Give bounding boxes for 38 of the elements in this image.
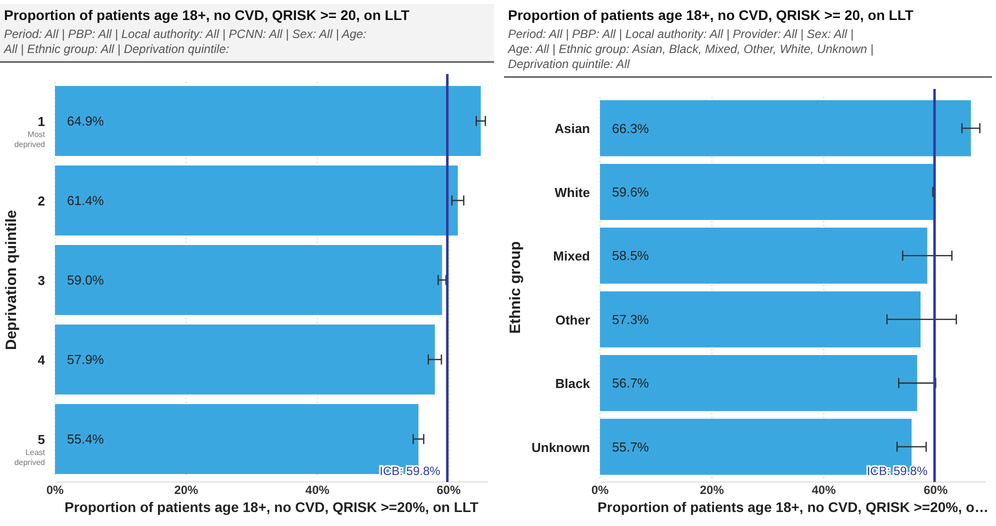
data-label: 59.0% — [67, 272, 104, 288]
y-axis-title: Ethnic group — [507, 241, 524, 334]
x-tick-label: 0% — [591, 483, 609, 497]
y-tick-label: 5 Least deprived — [14, 432, 46, 468]
y-tick-label: 4 — [38, 352, 46, 368]
data-label: 66.3% — [612, 120, 650, 136]
y-tick-label: Other — [555, 312, 590, 328]
x-axis-title: Proportion of patients age 18+, no CVD, QRISK >=20%, on LLT — [64, 499, 479, 515]
data-label: 61.4% — [67, 193, 104, 208]
data-label: 64.9% — [67, 114, 104, 129]
x-axis-title: Proportion of patients age 18+, no CVD, QRISK >=20%, o… — [598, 499, 988, 515]
y-tick-label: Asian — [554, 121, 590, 136]
chart-title: Proportion of patients age 18+, no CVD, QRISK >= 20, on LLT — [508, 7, 914, 23]
x-tick-label: 40% — [812, 483, 836, 497]
y-tick-label: White — [554, 184, 590, 200]
y-tick-label: 1 Most deprived — [14, 114, 46, 149]
x-tick-label: 60% — [924, 483, 948, 497]
y-tick-label: Unknown — [532, 440, 590, 455]
y-tick-label: 2 — [38, 193, 45, 208]
x-tick-label: 40% — [305, 483, 330, 497]
data-label: 57.3% — [612, 312, 650, 327]
x-tick-label: 60% — [436, 483, 461, 497]
data-label: 55.7% — [612, 439, 650, 454]
data-label: 57.9% — [67, 352, 104, 368]
data-label: 55.4% — [67, 432, 104, 447]
chart-subtitle: Period: All | PBP: All | Local authority: All | Provider: All | Sex: All | Age: All | Ethnic group: Asian, Black, Mixed, Other, White, Unknown | Deprivation quintile: All — [507, 27, 874, 71]
chart-subtitle: Period: All | PBP: All | Local authority: All | PCNN: All | Sex: All | Age: All | Ethnic group: All | Deprivation quintile: — [3, 27, 366, 56]
y-axis-title: Deprivation quintile — [3, 210, 20, 350]
y-tick-label: 3 — [38, 273, 45, 288]
data-label: 58.5% — [612, 248, 650, 264]
y-tick-label: Black — [555, 376, 591, 392]
x-tick-label: 0% — [46, 483, 64, 497]
chart-title: Proportion of patients age 18+, no CVD, QRISK >= 20, on LLT — [4, 7, 410, 23]
y-tick-label: Mixed — [553, 248, 590, 264]
x-tick-label: 20% — [174, 483, 199, 497]
x-tick-label: 20% — [700, 483, 724, 497]
data-label: 56.7% — [612, 376, 650, 391]
data-label: 59.6% — [612, 184, 650, 200]
